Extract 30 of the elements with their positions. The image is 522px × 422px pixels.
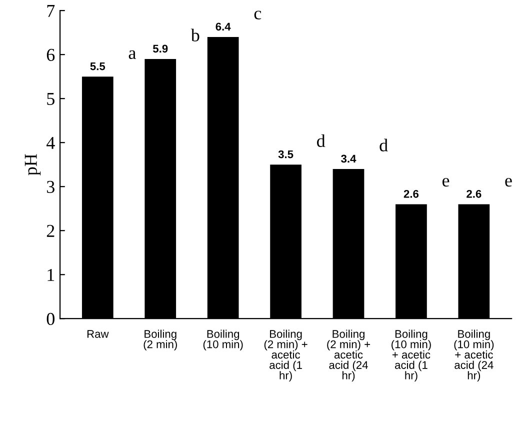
annotation: c xyxy=(254,10,262,20)
annotation: a xyxy=(128,50,136,60)
x-tick-label: Boiling (10 min) + acetic acid (24 hr) xyxy=(454,330,494,382)
y-tick-label: 0 xyxy=(46,312,54,326)
x-tick-label: Raw xyxy=(87,330,109,338)
y-axis-title: pH xyxy=(24,154,41,176)
data-label: 3.5 xyxy=(278,150,294,158)
x-tick-label: Boiling (10 min) xyxy=(203,330,243,350)
x-tick-label: Boiling (2 min) xyxy=(144,330,177,350)
y-tick-label: 5 xyxy=(47,93,54,106)
annotation: e xyxy=(505,178,512,187)
annotation: e xyxy=(442,178,450,187)
data-label: 5.9 xyxy=(152,44,168,53)
data-label: 3.4 xyxy=(341,154,356,163)
annotation: b xyxy=(190,28,200,42)
y-tick-label: 1 xyxy=(48,268,54,281)
x-tick-label: Boiling (10 min) + acetic acid (1 hr) xyxy=(392,330,431,382)
data-label: 5.5 xyxy=(90,62,106,70)
y-tick-label: 7 xyxy=(47,4,55,17)
y-tick-label: 2 xyxy=(46,224,54,237)
y-tick-label: 6 xyxy=(46,48,55,61)
x-tick-label: Boiling (2 min) + acetic acid (24 hr) xyxy=(327,330,370,382)
annotation: d xyxy=(317,134,326,148)
y-tick-label: 3 xyxy=(47,180,54,194)
data-label: 2.6 xyxy=(466,190,482,198)
y-tick-label: 4 xyxy=(46,136,55,149)
data-label: 2.6 xyxy=(404,190,419,198)
x-tick-label: Boiling (2 min) + acetic acid (1 hr) xyxy=(264,330,308,382)
data-label: 6.4 xyxy=(216,22,231,31)
annotation: d xyxy=(380,138,388,152)
